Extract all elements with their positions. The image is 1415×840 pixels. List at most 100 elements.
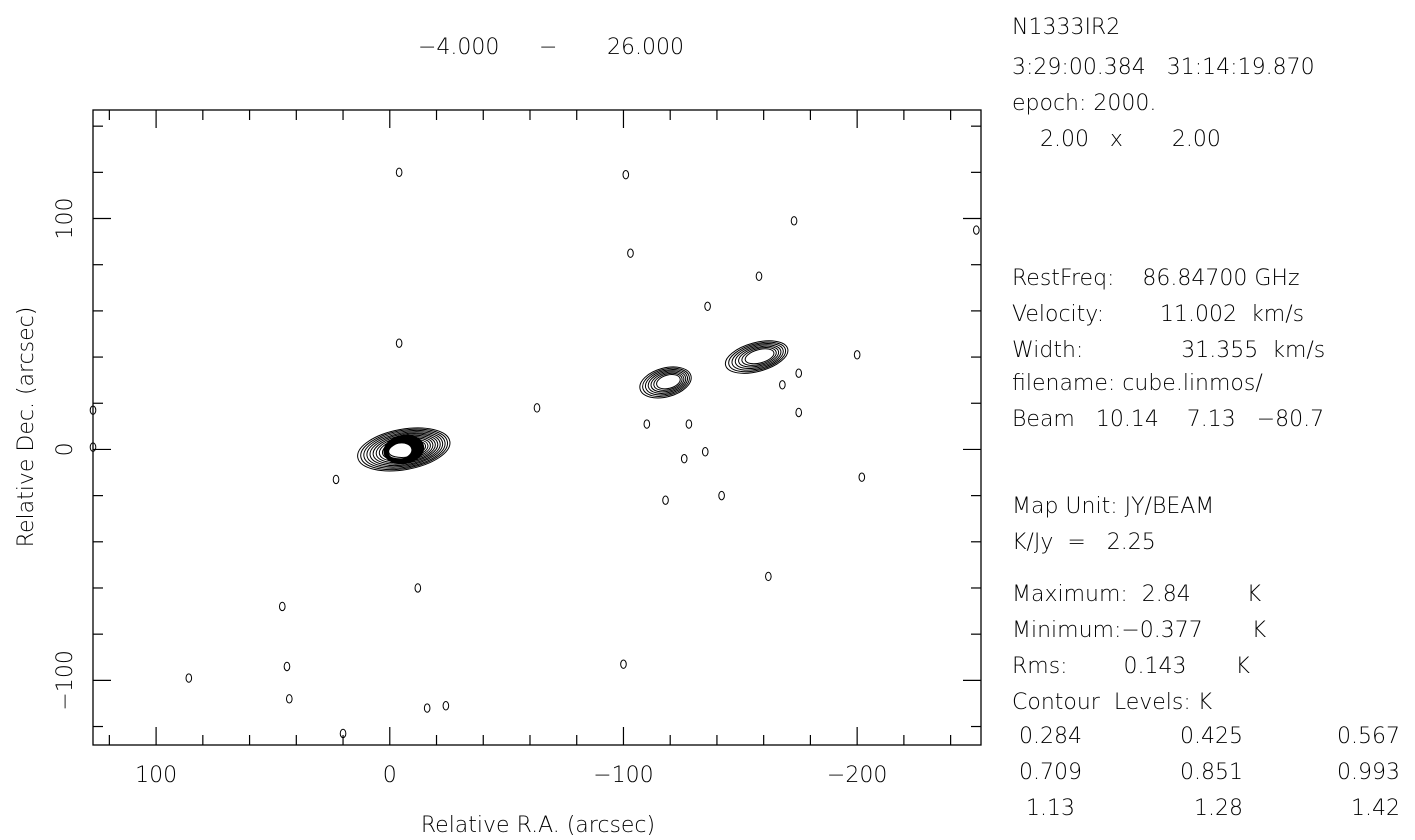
width: Width: 31.355 km/s: [1012, 338, 1326, 363]
x-tick-label: −100: [593, 763, 653, 788]
noise-contour: [414, 583, 422, 593]
contour-ring: [360, 428, 449, 471]
contour-level: 1.13: [1012, 796, 1075, 821]
contour-level: 0.567: [1337, 724, 1400, 749]
contour-ring: [728, 341, 787, 373]
filename: filename: cube.linmos/: [1012, 371, 1263, 396]
contour-level: 0.993: [1337, 760, 1400, 785]
axis-tick-labels: 100 0 −100 −200 100 0 −100: [53, 198, 887, 788]
contour-ring: [381, 437, 431, 461]
noise-contour: [533, 403, 541, 413]
x-tick-label: 0: [383, 763, 397, 788]
contour-ring: [650, 371, 685, 393]
noise-contour: [283, 661, 291, 672]
y-tick-label: 0: [53, 442, 78, 456]
contour-ring: [385, 438, 429, 460]
range-label-sep: −: [539, 35, 557, 60]
plot-frame: [92, 109, 982, 746]
contour-ring: [642, 367, 690, 397]
rms: Rms: 0.143 K: [1012, 654, 1250, 679]
noise-contour: [185, 673, 193, 683]
contour-ring: [639, 366, 692, 399]
contour-ring: [644, 368, 689, 396]
contour-level: 0.284: [1012, 724, 1082, 749]
noise-contour: [622, 169, 630, 180]
x-tick-label: −200: [827, 763, 887, 788]
noise-contour: [423, 703, 431, 713]
noise-contour: [395, 167, 403, 178]
noise-contour: [89, 405, 97, 415]
noise-contours: [89, 167, 980, 739]
contour-ring: [724, 340, 789, 374]
contour-level: 1.28: [1180, 796, 1243, 821]
y-tick-label: −100: [53, 650, 78, 710]
axis-ticks: [93, 110, 981, 745]
velocity: Velocity: 11.002 km/s: [1012, 302, 1305, 327]
noise-contour: [779, 380, 786, 390]
source-name: N1333IR2: [1012, 15, 1121, 40]
contour-level: 0.851: [1180, 760, 1243, 785]
y-axis-label: Relative Dec. (arcsec): [14, 307, 39, 548]
y-tick-label: 100: [53, 198, 78, 240]
contour-ring: [656, 374, 681, 390]
noise-contour: [765, 571, 772, 582]
noise-contour: [685, 419, 693, 429]
map-unit: Map Unit: JY/BEAM: [1012, 494, 1215, 519]
contour-level: 1.42: [1337, 796, 1400, 821]
noise-contour: [858, 472, 866, 482]
contour-level: 0.425: [1180, 724, 1243, 749]
noise-contour: [790, 216, 798, 226]
epoch: epoch: 2000.: [1012, 91, 1157, 116]
contour-levels-title: Contour Levels: K: [1012, 690, 1213, 715]
noise-contour: [627, 248, 634, 258]
contour-ring: [734, 344, 782, 370]
minimum: Minimum:−0.377 K: [1012, 618, 1267, 643]
noise-contour: [285, 694, 293, 704]
contour-ring: [375, 434, 436, 464]
noise-contour: [332, 474, 340, 485]
noise-contour: [395, 338, 403, 348]
noise-contour: [442, 701, 450, 711]
maximum: Maximum: 2.84 K: [1012, 582, 1262, 607]
noise-contour: [339, 728, 347, 739]
noise-contour: [278, 601, 286, 612]
rest-frequency: RestFreq: 86.84700 GHz: [1012, 266, 1300, 291]
noise-contour: [620, 659, 627, 669]
k-per-jy: K/Jy = 2.25: [1012, 530, 1156, 555]
contour-ring: [357, 427, 451, 472]
contour-ring: [369, 432, 441, 467]
beam: Beam 10.14 7.13 −80.7: [1012, 407, 1325, 432]
contours: [357, 340, 789, 472]
noise-contour: [701, 447, 709, 457]
noise-contour: [680, 453, 688, 464]
contour-ring: [731, 343, 784, 371]
contour-ring: [738, 345, 780, 368]
contour-level: 0.709: [1012, 760, 1082, 785]
noise-contour: [89, 442, 97, 452]
contour-ring: [647, 370, 687, 394]
contour-ring: [741, 346, 777, 366]
contour-ring: [388, 439, 427, 458]
noise-contour: [755, 271, 763, 281]
noise-contour: [662, 495, 669, 505]
coordinates: 3:29:00.384 31:14:19.870: [1012, 55, 1315, 80]
noise-contour: [853, 350, 861, 360]
noise-contour: [795, 407, 803, 418]
contour-ring: [372, 433, 439, 465]
noise-contour: [795, 368, 803, 378]
x-tick-label: 100: [135, 763, 177, 788]
noise-contour: [718, 490, 725, 501]
contour-ring: [744, 348, 775, 365]
range-label-min: −4.000: [418, 35, 499, 60]
contour-ring: [653, 372, 683, 391]
range-label-max: 26.000: [607, 35, 684, 60]
noise-contour: [704, 301, 711, 311]
pixel-size: 2.00 x 2.00: [1012, 127, 1221, 152]
contour-ring: [363, 429, 446, 469]
noise-contour: [973, 225, 980, 235]
contour-ring: [366, 431, 444, 468]
x-axis-label: Relative R.A. (arcsec): [421, 813, 655, 838]
noise-contour: [643, 419, 651, 429]
contour-ring: [378, 436, 434, 462]
